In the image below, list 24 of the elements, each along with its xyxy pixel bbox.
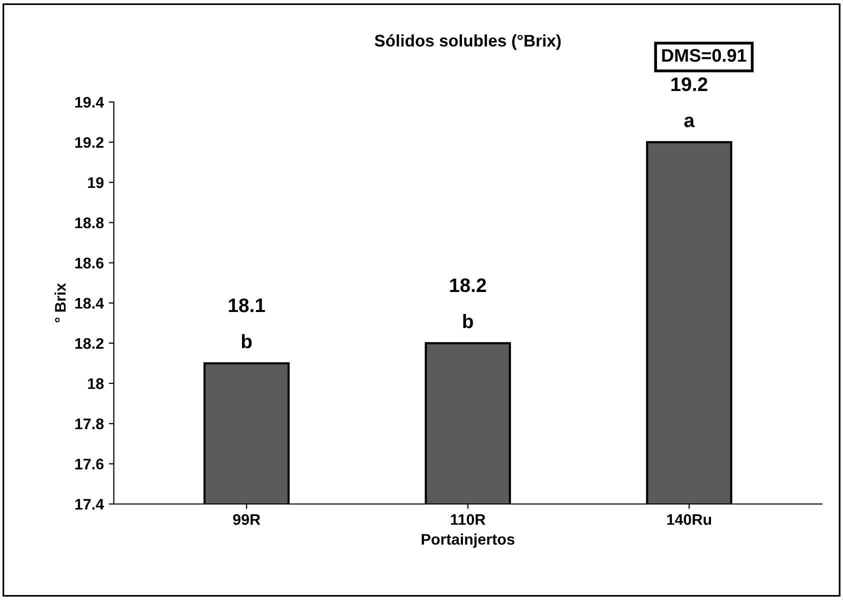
annotation: b xyxy=(463,314,474,328)
x-tick-label: 140Ru xyxy=(667,514,712,525)
annotation: a xyxy=(684,116,695,128)
chart-title: Sólidos solubles (°Brix) xyxy=(374,34,561,50)
y-tick-label: 18 xyxy=(88,378,104,390)
data-label: 18.1 xyxy=(228,298,265,312)
y-tick-label: 18.2 xyxy=(75,338,104,349)
y-tick-label: 17.4 xyxy=(75,499,104,510)
y-tick-label: 19.4 xyxy=(75,96,104,108)
text: DMS=0.91 xyxy=(662,49,746,62)
data-label: 18.2 xyxy=(450,278,486,292)
y-tick-label: 17.8 xyxy=(75,418,104,430)
y-tick-label: 18.8 xyxy=(75,217,104,228)
y-tick-label: 19.2 xyxy=(75,137,104,148)
data-label: 19.2 xyxy=(671,77,708,92)
x-tick-label: 99R xyxy=(233,514,260,525)
annotation: b xyxy=(242,334,252,348)
x-tick-label: 110R xyxy=(450,514,486,525)
y-tick-label: 17.6 xyxy=(75,458,104,470)
y-tick-label: 18.4 xyxy=(75,298,104,309)
y-tick-label: 19 xyxy=(88,177,104,188)
x-axis-title: Portainjertos xyxy=(422,534,514,548)
y-tick-label: 18.6 xyxy=(75,258,104,268)
y-axis-title: ° Brix xyxy=(54,283,66,322)
